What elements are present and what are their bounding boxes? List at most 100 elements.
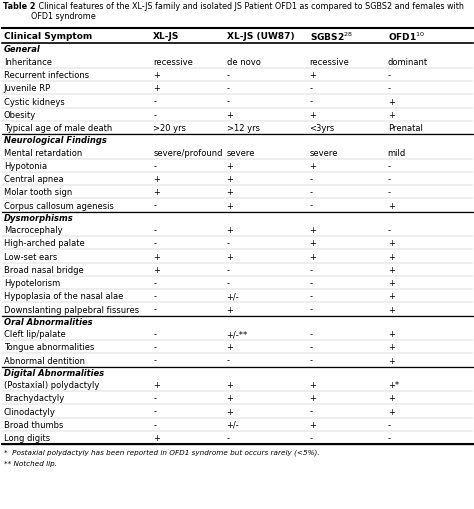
Text: -: - [227,278,229,288]
Text: +: + [153,71,160,80]
Text: -: - [153,97,156,106]
Text: +: + [388,278,395,288]
Text: XL-JS (UW87): XL-JS (UW87) [227,32,294,41]
Text: +: + [227,252,234,261]
Text: -: - [153,292,156,301]
Text: -: - [227,265,229,274]
Text: recessive: recessive [310,58,349,67]
Text: (Postaxial) polydactyly: (Postaxial) polydactyly [4,380,99,389]
Text: +: + [227,343,234,352]
Text: +: + [388,110,395,120]
Text: General: General [4,45,41,54]
Text: +: + [388,97,395,106]
Text: mild: mild [388,148,406,157]
Text: de novo: de novo [227,58,260,67]
Text: -: - [153,407,156,416]
Text: +: + [388,201,395,210]
Text: +: + [227,225,234,235]
Text: Oral Abnormalities: Oral Abnormalities [4,317,92,326]
Text: +: + [388,305,395,314]
Text: +: + [153,433,160,442]
Text: -: - [227,433,229,442]
Text: *  Postaxial polydactyly has been reported in OFD1 syndrome but occurs rarely (<: * Postaxial polydactyly has been reporte… [4,448,319,455]
Text: Cystic kidneys: Cystic kidneys [4,97,64,106]
Text: +*: +* [388,380,399,389]
Text: severe/profound: severe/profound [153,148,223,157]
Text: Typical age of male death: Typical age of male death [4,124,112,133]
Text: Long digits: Long digits [4,433,50,442]
Text: -: - [227,97,229,106]
Text: -: - [388,420,391,429]
Text: +/-: +/- [227,420,239,429]
Text: severe: severe [227,148,255,157]
Text: +: + [388,407,395,416]
Text: -: - [310,84,312,93]
Text: Digital Abnormalities: Digital Abnormalities [4,368,104,377]
Text: -: - [153,161,156,171]
Text: Cleft lip/palate: Cleft lip/palate [4,329,65,338]
Text: +: + [310,225,317,235]
Text: Hypotelorism: Hypotelorism [4,278,60,288]
Text: >20 yrs: >20 yrs [153,124,186,133]
Text: -: - [153,201,156,210]
Text: Juvenile RP: Juvenile RP [4,84,51,93]
Text: +: + [310,71,317,80]
Text: +: + [227,175,234,184]
Text: -: - [153,225,156,235]
Text: +/-: +/- [227,292,239,301]
Text: -: - [310,188,312,197]
Text: -: - [388,433,391,442]
Text: Hypotonia: Hypotonia [4,161,47,171]
Text: -: - [153,278,156,288]
Text: Inheritance: Inheritance [4,58,52,67]
Text: -: - [310,278,312,288]
Text: +: + [388,329,395,338]
Text: >12 yrs: >12 yrs [227,124,260,133]
Text: Macrocephaly: Macrocephaly [4,225,63,235]
Text: Dysmorphisms: Dysmorphisms [4,213,73,222]
Text: Recurrent infections: Recurrent infections [4,71,89,80]
Text: +: + [227,380,234,389]
Text: +: + [227,188,234,197]
Text: Central apnea: Central apnea [4,175,64,184]
Text: +: + [388,292,395,301]
Text: +: + [227,161,234,171]
Text: Hypoplasia of the nasal alae: Hypoplasia of the nasal alae [4,292,123,301]
Text: -: - [388,188,391,197]
Text: -: - [153,305,156,314]
Text: Downslanting palpebral fissures: Downslanting palpebral fissures [4,305,139,314]
Text: -: - [388,225,391,235]
Text: -: - [388,175,391,184]
Text: -: - [310,343,312,352]
Text: -: - [310,265,312,274]
Text: Broad nasal bridge: Broad nasal bridge [4,265,83,274]
Text: +: + [310,380,317,389]
Text: recessive: recessive [153,58,193,67]
Text: -: - [310,433,312,442]
Text: -: - [388,71,391,80]
Text: -: - [153,329,156,338]
Text: +: + [310,239,317,248]
Text: +: + [388,393,395,403]
Text: +: + [388,239,395,248]
Text: -: - [153,343,156,352]
Text: +: + [153,84,160,93]
Text: -: - [153,239,156,248]
Text: +/-**: +/-** [227,329,248,338]
Text: Mental retardation: Mental retardation [4,148,82,157]
Text: Molar tooth sign: Molar tooth sign [4,188,72,197]
Text: Broad thumbs: Broad thumbs [4,420,63,429]
Text: -: - [310,407,312,416]
Text: +: + [153,188,160,197]
Text: -: - [153,393,156,403]
Text: -: - [227,71,229,80]
Text: -: - [227,356,229,365]
Text: +: + [153,380,160,389]
Text: +: + [310,393,317,403]
Text: -: - [310,97,312,106]
Text: severe: severe [310,148,338,157]
Text: Brachydactyly: Brachydactyly [4,393,64,403]
Text: +: + [227,201,234,210]
Text: Table 2: Table 2 [3,2,36,11]
Text: Abnormal dentition: Abnormal dentition [4,356,85,365]
